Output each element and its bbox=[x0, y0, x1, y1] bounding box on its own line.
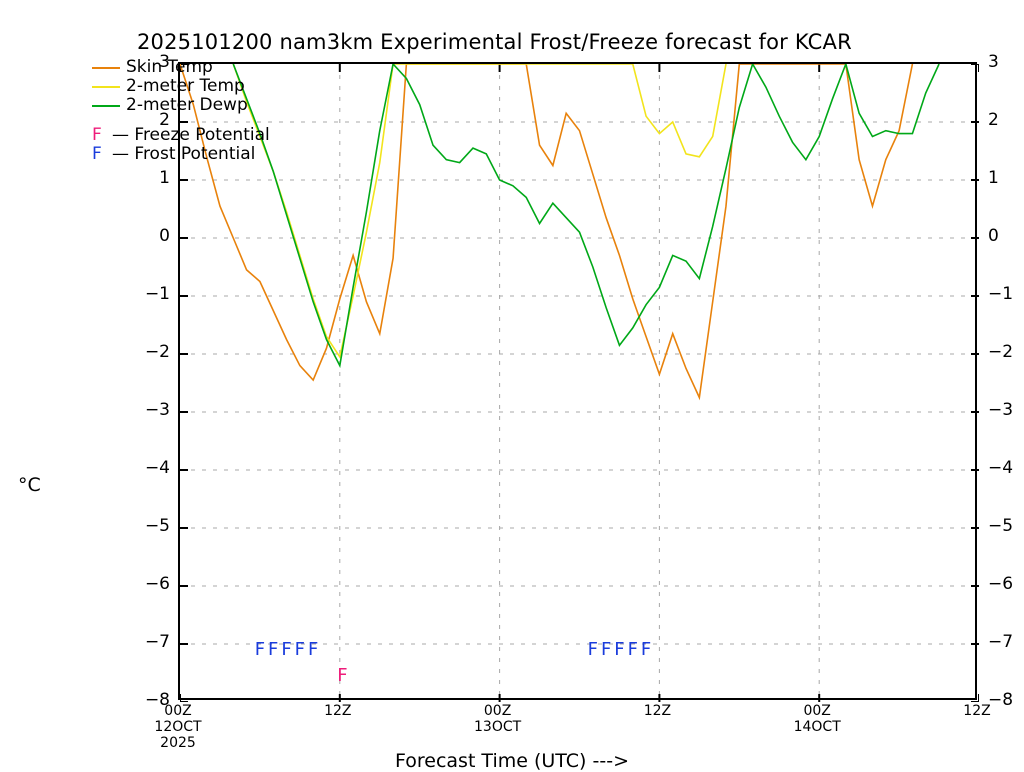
frost-potential-marker: F bbox=[601, 639, 611, 660]
y-axis-tick-label: −3 bbox=[988, 400, 1014, 420]
y-axis-tick-label: 0 bbox=[159, 226, 170, 246]
x-axis-tick-label: 00Z 14OCT bbox=[793, 703, 841, 735]
x-axis-tick-label: 00Z 12OCT 2025 bbox=[154, 703, 202, 751]
y-axis-tick-label: 1 bbox=[988, 168, 999, 188]
y-axis-tick-label: −6 bbox=[144, 574, 170, 594]
frost-potential-marker: F bbox=[628, 639, 638, 660]
y-axis-tick-label: 1 bbox=[159, 168, 170, 188]
legend-line-swatch bbox=[92, 67, 120, 69]
x-axis-tick-label: 12Z bbox=[963, 703, 991, 719]
y-axis-tick-label: −1 bbox=[988, 284, 1014, 304]
y-axis-tick-label: −2 bbox=[144, 342, 170, 362]
y-axis-tick-label: −5 bbox=[988, 516, 1014, 536]
y-axis-labels-right: 3 2 1 0 −1 −2 −3 −4 −5 −6 −7 −8 bbox=[988, 52, 1022, 710]
frost-potential-marker: F bbox=[641, 639, 651, 660]
legend-item-2m-dewp: 2-meter Dewp bbox=[92, 96, 392, 115]
legend-label: — Freeze Potential bbox=[112, 125, 270, 145]
frost-potential-marker: F bbox=[268, 639, 278, 660]
y-axis-tick-label: 0 bbox=[988, 226, 999, 246]
x-axis-title: Forecast Time (UTC) ---> bbox=[395, 750, 629, 772]
y-axis-tick-label: −4 bbox=[988, 458, 1014, 478]
y-axis-tick-label: −4 bbox=[144, 458, 170, 478]
legend-item-freeze-potential: F — Freeze Potential bbox=[92, 126, 392, 145]
y-axis-tick-label: −2 bbox=[988, 342, 1014, 362]
x-axis-tick-label: 12Z bbox=[643, 703, 672, 719]
y-axis-labels-left: 3 2 1 0 −1 −2 −3 −4 −5 −6 −7 −8 bbox=[118, 52, 170, 710]
legend-label: 2-meter Temp bbox=[126, 76, 245, 96]
series-line-2-meter-dewp bbox=[232, 64, 940, 369]
y-axis-tick-label: −7 bbox=[144, 632, 170, 652]
legend-label: — Frost Potential bbox=[112, 144, 256, 164]
frost-potential-marker: F bbox=[308, 639, 318, 660]
legend-line-swatch bbox=[92, 86, 120, 88]
page-title: 2025101200 nam3km Experimental Frost/Fre… bbox=[137, 30, 852, 54]
legend-label: Skin Temp bbox=[126, 57, 213, 77]
legend-item-skin-temp: Skin Temp bbox=[92, 58, 392, 77]
y-axis-tick-label: −1 bbox=[144, 284, 170, 304]
y-axis-tick-label: −7 bbox=[988, 632, 1014, 652]
legend-line-swatch bbox=[92, 105, 120, 107]
chart-legend: Skin Temp 2-meter Temp 2-meter Dewp F — Free… bbox=[92, 58, 392, 164]
series-line-skin-temp bbox=[180, 64, 914, 401]
frost-potential-marker: F bbox=[255, 639, 265, 660]
freeze-potential-marker: F bbox=[337, 665, 347, 686]
legend-item-frost-potential: F — Frost Potential bbox=[92, 145, 392, 164]
frost-potential-marker: F bbox=[281, 639, 291, 660]
y-axis-title: °C bbox=[18, 474, 41, 496]
frost-potential-marker: F bbox=[588, 639, 598, 660]
x-axis-tick-label: 12Z bbox=[324, 703, 352, 719]
legend-label: 2-meter Dewp bbox=[126, 95, 248, 115]
y-axis-tick-label: −5 bbox=[144, 516, 170, 536]
x-axis-labels: 00Z 12OCT 2025 12Z 00Z 13OCT 12Z 00Z 14OCT 12Z bbox=[154, 703, 990, 759]
y-axis-tick-label: −3 bbox=[144, 400, 170, 420]
y-axis-tick-label: −8 bbox=[988, 690, 1014, 710]
legend-f-glyph: F bbox=[92, 144, 102, 164]
plot-svg: F F F F F F F F F FF bbox=[180, 64, 979, 702]
legend-item-2m-temp: 2-meter Temp bbox=[92, 77, 392, 96]
frost-potential-marker: F bbox=[295, 639, 305, 660]
y-axis-tick-label: −6 bbox=[988, 574, 1014, 594]
y-axis-tick-label: 2 bbox=[988, 110, 999, 130]
y-axis-tick-label: 3 bbox=[988, 52, 999, 72]
y-axis-tick-label: 2 bbox=[159, 110, 170, 130]
y-axis-tick-label: −8 bbox=[144, 690, 170, 710]
legend-f-glyph: F bbox=[92, 125, 102, 145]
x-axis-tick-label: 00Z 13OCT bbox=[474, 703, 522, 735]
y-axis-tick-label: 3 bbox=[159, 52, 170, 72]
frost-potential-marker: F bbox=[614, 639, 624, 660]
